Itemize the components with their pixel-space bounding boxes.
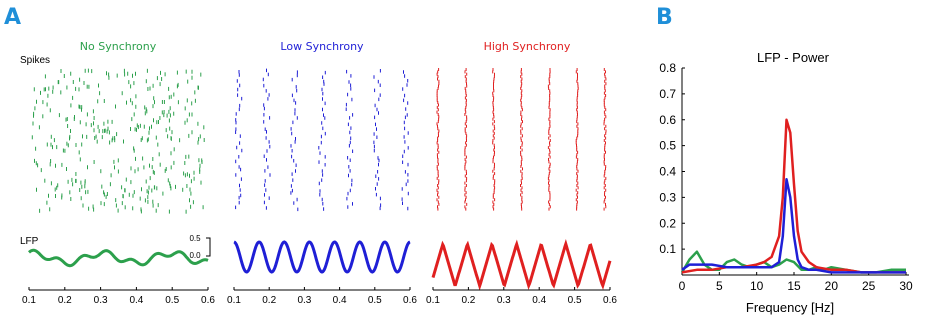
- power-y-ticks: 0.1 0.2 0.3 0.4 0.5 0.6 0.7 0.8: [659, 61, 685, 256]
- raster-no-synchrony: [31, 68, 205, 214]
- x-tick-label: 0.3: [297, 295, 311, 306]
- y-tick-label: 0.7: [659, 87, 676, 101]
- y-tick-label: 0.1: [659, 242, 676, 256]
- power-series-line-2: [681, 178, 906, 274]
- x-tick-label: 20: [825, 279, 839, 293]
- condition-title-no-synchrony: No Synchrony: [80, 40, 157, 53]
- spikes-row-label: Spikes: [20, 55, 50, 66]
- x-tick-label: 0.2: [262, 295, 276, 306]
- y-tick-label: 0.5: [659, 139, 676, 153]
- scale-bar-top-label: 0.5: [189, 234, 201, 243]
- y-tick-label: 0.2: [659, 216, 676, 230]
- x-tick-label: 0.1: [426, 295, 440, 306]
- y-tick-label: 0.3: [659, 190, 676, 204]
- y-tick-label: 0.6: [659, 113, 676, 127]
- y-tick-label: 0.4: [659, 165, 676, 179]
- x-tick-label: 25: [862, 279, 876, 293]
- lfp-line-no-synchrony: [28, 248, 209, 268]
- condition-title-low-synchrony: Low Synchrony: [280, 40, 364, 53]
- lfp-row-label: LFP: [20, 236, 39, 247]
- power-x-axis-label: Frequency [Hz]: [746, 300, 834, 315]
- x-tick-label: 0.3: [497, 295, 511, 306]
- power-series: [680, 118, 906, 274]
- panel-b-label: B: [656, 5, 673, 30]
- power-chart-title: LFP - Power: [757, 50, 830, 65]
- lfp-line-low-synchrony: [233, 240, 411, 274]
- x-tick-label: 0.1: [227, 295, 241, 306]
- x-tick-label: 0.4: [333, 295, 347, 306]
- raster-low-synchrony: [235, 68, 409, 212]
- x-tick-label: 10: [750, 279, 764, 293]
- x-tick-label: 0.5: [165, 295, 179, 306]
- panel-a-x-axes: 0.1 0.2 0.3 0.4 0.5 0.6 0.1 0.2 0.3 0.4 0.5 0.6 0.1 0…: [22, 287, 617, 306]
- lfp-line-high-synchrony: [431, 239, 612, 291]
- power-series-line-1: [681, 118, 906, 274]
- x-tick-label: 0.6: [201, 295, 215, 306]
- x-tick-label: 30: [899, 279, 913, 293]
- condition-title-high-synchrony: High Synchrony: [484, 40, 571, 53]
- raster-high-synchrony: [436, 68, 607, 211]
- x-tick-label: 0.2: [58, 295, 72, 306]
- x-tick-label: 0.4: [532, 295, 546, 306]
- x-tick-label: 0.5: [368, 295, 382, 306]
- x-tick-label: 0.2: [461, 295, 475, 306]
- x-tick-label: 0.5: [568, 295, 582, 306]
- x-tick-label: 0.1: [22, 295, 36, 306]
- scale-bar-bracket: [206, 237, 211, 257]
- lfp-scale-bar: 0.5 0.0: [189, 234, 211, 260]
- panel-a-label: A: [4, 5, 21, 30]
- x-tick-label: 15: [787, 279, 801, 293]
- x-tick-label: 5: [716, 279, 723, 293]
- x-tick-label: 0.4: [129, 295, 143, 306]
- x-tick-label: 0.3: [94, 295, 108, 306]
- x-tick-label: 0: [679, 279, 686, 293]
- y-tick-label: 0.8: [659, 61, 676, 75]
- scale-bar-bottom-label: 0.0: [189, 251, 201, 260]
- x-tick-label: 0.6: [403, 295, 417, 306]
- power-x-ticks: 0 5 10 15 20 25 30: [679, 272, 913, 293]
- panel-b-power-spectrum: LFP - Power 0.1 0.2 0.3 0.4 0.5 0.6 0.7 0.8 0 5 1…: [659, 50, 913, 315]
- x-tick-label: 0.6: [603, 295, 617, 306]
